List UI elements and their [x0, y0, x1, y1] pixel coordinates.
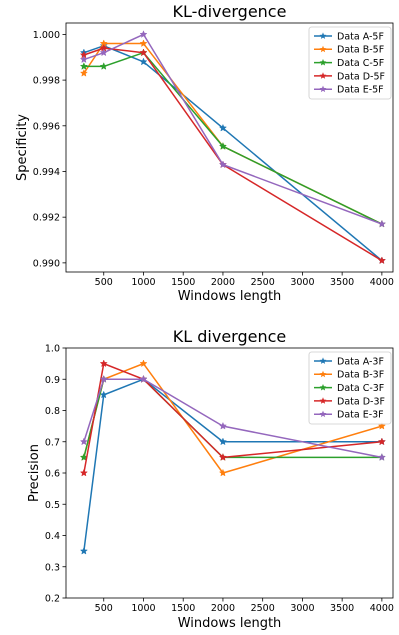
legend-marker [319, 397, 327, 404]
y-tick-label: 0.9 [45, 375, 60, 386]
x-tick-label: 1000 [131, 277, 155, 288]
data-point-marker [79, 62, 88, 70]
x-tick-label: 3000 [290, 277, 314, 288]
x-tick-label: 2500 [251, 277, 275, 288]
x-tick-label: 2000 [211, 603, 235, 614]
chart-title: KL divergence [173, 327, 286, 346]
data-point-marker [377, 256, 386, 265]
data-point-marker [139, 57, 148, 66]
y-tick-label: 0.996 [33, 121, 60, 132]
x-tick-label: 2500 [251, 603, 275, 614]
x-tick-label: 500 [95, 277, 113, 288]
y-axis-label: Precision [27, 444, 42, 502]
data-point-marker [79, 437, 88, 446]
data-point-marker [99, 390, 108, 399]
y-tick-label: 0.6 [45, 469, 60, 480]
series-data-e-5f [79, 30, 386, 228]
x-tick-label: 2000 [211, 277, 235, 288]
x-tick-label: 4000 [370, 603, 394, 614]
data-point-marker [139, 374, 148, 383]
legend-marker [319, 59, 327, 66]
x-tick-label: 3500 [330, 603, 354, 614]
data-point-marker [377, 219, 386, 228]
x-tick-label: 4000 [370, 277, 394, 288]
y-tick-label: 0.7 [45, 437, 60, 448]
y-tick-label: 0.3 [45, 562, 60, 573]
data-point-marker [139, 48, 148, 57]
data-point-marker [377, 421, 386, 430]
legend-label: Data A-5F [337, 31, 384, 42]
y-tick-label: 1.0 [45, 344, 60, 355]
data-point-marker [218, 142, 227, 150]
x-axis-label: Windows length [178, 616, 282, 631]
data-point-marker [139, 30, 148, 38]
y-tick-label: 0.992 [33, 213, 60, 224]
chart-title: KL-divergence [173, 2, 287, 21]
data-point-marker [218, 468, 228, 477]
legend-label: Data B-3F [337, 370, 384, 381]
chart-1: KL-divergence 500 1000 1500 2000 2500 3000 3500… [15, 2, 394, 304]
data-point-marker [218, 123, 227, 132]
legend: Data A-5F Data B-5F Data C-5F Data D-5F Data… [308, 26, 392, 100]
x-tick-label: 500 [95, 603, 113, 614]
data-point-marker [79, 546, 88, 555]
data-point-marker [139, 39, 148, 48]
legend-label: Data E-3F [337, 410, 384, 421]
x-axis-label: Windows length [178, 289, 282, 304]
x-tick-label: 3500 [330, 277, 354, 288]
data-point-marker [99, 48, 108, 57]
legend-label: Data C-3F [337, 383, 384, 394]
x-tick-label: 1000 [131, 603, 155, 614]
data-point-marker [79, 55, 88, 63]
y-tick-label: 0.2 [45, 594, 60, 605]
series-data-d-5f [79, 43, 386, 265]
x-tick-label: 1500 [171, 277, 195, 288]
data-point-marker [99, 62, 108, 70]
y-tick-label: 0.990 [33, 258, 60, 269]
data-point-marker [218, 421, 227, 430]
series-data-e-3f [79, 374, 386, 461]
legend-label: Data D-3F [337, 396, 385, 407]
legend-marker [319, 32, 327, 39]
data-point-marker [99, 374, 108, 383]
legend-label: Data E-5F [337, 85, 384, 96]
legend-marker [319, 85, 327, 93]
legend-marker [319, 384, 327, 391]
legend-marker [319, 72, 327, 79]
legend-label: Data B-5F [337, 45, 384, 56]
data-point-marker [99, 359, 108, 368]
y-tick-label: 0.8 [45, 406, 60, 417]
legend: Data A-3F Data B-3F Data C-3F Data D-3F Data… [308, 351, 392, 425]
data-point-marker [377, 437, 386, 446]
data-point-marker [139, 359, 148, 368]
legend-label: Data A-3F [337, 356, 384, 367]
legend-marker [319, 45, 327, 53]
data-point-marker [377, 453, 386, 461]
plot-frame [65, 22, 394, 273]
y-tick-label: 1.000 [33, 30, 60, 41]
data-point-marker [79, 468, 88, 477]
x-tick-label: 1500 [171, 603, 195, 614]
legend-frame [308, 351, 392, 425]
legend-label: Data C-5F [337, 58, 384, 69]
x-tick-label: 3000 [290, 603, 314, 614]
y-tick-label: 0.994 [33, 167, 60, 178]
y-tick-label: 0.4 [45, 531, 60, 542]
y-axis-label: Specificity [15, 114, 30, 181]
legend-marker [319, 410, 327, 418]
data-point-marker [218, 437, 228, 446]
data-point-marker [218, 453, 227, 461]
data-point-marker [79, 68, 88, 77]
y-tick-label: 0.5 [45, 500, 60, 511]
data-point-marker [218, 160, 227, 169]
chart-2: KL divergence 500 1000 1500 2000 2500 3000 3500… [27, 327, 394, 631]
legend-marker [319, 370, 327, 378]
legend-frame [308, 26, 392, 100]
legend-label: Data D-5F [337, 71, 385, 82]
y-tick-label: 0.998 [33, 76, 60, 87]
legend-marker [319, 357, 327, 364]
